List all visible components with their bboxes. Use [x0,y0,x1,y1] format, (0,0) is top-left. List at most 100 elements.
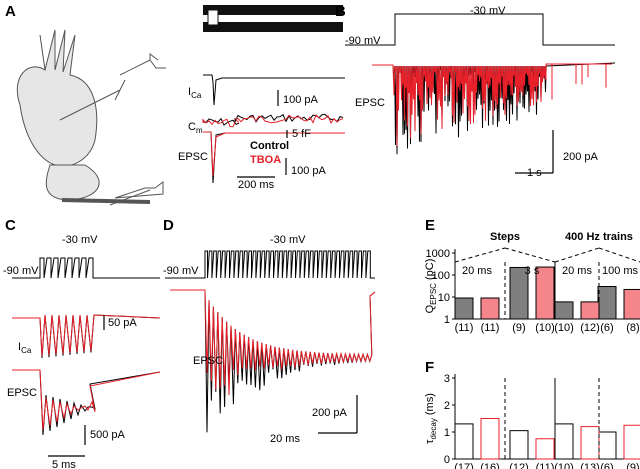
y-axis-label: τdecay (ms) [424,393,438,444]
category-label: 20 ms [562,265,592,277]
bar [509,430,529,460]
bar [623,288,640,320]
trace [234,113,344,123]
panel-letter: F [425,359,434,376]
category-label: 3 s [525,265,540,277]
y-axis-label-part: (ms) [424,393,436,418]
protocol [203,22,343,32]
y-tick-label: 3 [444,373,450,385]
trace [202,117,240,126]
bar [454,297,474,320]
n-label: (13) [580,462,600,469]
trace-label: EPSC [7,387,37,399]
trace-label: EPSC [178,151,208,163]
label-sub: Ca [21,346,32,355]
y-axis-label-part: Q [424,304,436,313]
bar [480,418,500,460]
trace-label: Cm [188,121,203,135]
trace-label: ICa [18,341,32,355]
y-axis-label-part: decay [429,418,438,439]
n-label: (11) [455,322,474,334]
panel-letter: C [5,217,16,234]
bar [597,286,617,320]
bracket [554,247,600,263]
n-label: (11) [481,322,500,334]
neuron-sketch [16,29,166,206]
trace [12,369,161,436]
y-tick-label: 2 [444,400,450,412]
trace-label: EPSC [355,97,385,109]
label: I [18,341,21,353]
trace [203,74,345,106]
bracket [454,247,506,263]
bar [454,423,474,460]
protocol [203,5,343,15]
bar [509,266,529,320]
y-axis-label-part: τ [424,439,436,444]
scale-label: 200 pA [563,151,599,163]
protocol [207,9,219,26]
scale-label: 500 pA [90,429,126,441]
n-label: (11) [536,462,555,469]
trace [372,63,612,146]
y-tick-label: 1 [444,314,450,326]
trace [170,289,376,396]
scale-label: 100 pA [283,94,319,106]
group-label: 400 Hz trains [565,231,633,243]
hold-label: -90 mV [163,265,199,277]
traces [12,5,616,457]
y-axis-label: QEPSC (pC) [424,259,438,314]
scale-label: 100 pA [291,165,327,177]
bar [480,297,500,320]
step-label: -30 mV [62,234,98,246]
bar [535,438,555,460]
label: C [188,121,196,133]
trace-label: ICa [188,86,202,100]
trace [165,250,375,279]
n-label: (8) [626,322,639,334]
bracket [504,247,556,263]
n-label: (16) [480,462,500,469]
trace [345,13,615,46]
trace [234,114,344,124]
scale-label: 200 ms [238,179,275,191]
bar [535,266,555,320]
panel-letter: B [335,3,346,20]
trace [12,257,160,279]
panel-letter: A [5,3,16,20]
category-label: 100 ms [602,265,639,277]
n-label: (12) [580,322,600,334]
hold-label: -90 mV [345,35,381,47]
label-sub: Ca [191,91,202,100]
trace [202,118,240,128]
n-label: (17) [454,462,474,469]
bar [597,431,617,460]
n-label: (6) [600,322,613,334]
trace [203,131,345,177]
n-label: (10) [535,322,555,334]
y-axis-label-part: EPSC [429,283,438,305]
scale-label: 20 ms [270,433,300,445]
y-tick-label: 0 [444,454,450,466]
trace [12,369,161,431]
group-label: Steps [490,231,520,243]
y-tick-label: 1000 [426,248,450,260]
n-label: (12) [509,462,529,469]
scale-label: 5 fF [292,128,311,140]
hold-label: -90 mV [3,265,39,277]
step-label: -30 mV [470,5,506,17]
scale-label: 200 pA [312,407,348,419]
label: I [188,86,191,98]
scale-label: 50 pA [108,317,137,329]
y-tick-label: 100 [432,270,450,282]
step-label: -30 mV [270,234,306,246]
bracket [598,247,640,263]
n-label: (9) [512,322,525,334]
bar [554,301,574,320]
n-label: (6) [600,462,613,469]
n-label: (10) [554,462,574,469]
label-sub: m [196,126,203,135]
scale-label: 5 ms [52,459,76,469]
n-label: (10) [554,322,574,334]
panel-letter: E [425,217,435,234]
